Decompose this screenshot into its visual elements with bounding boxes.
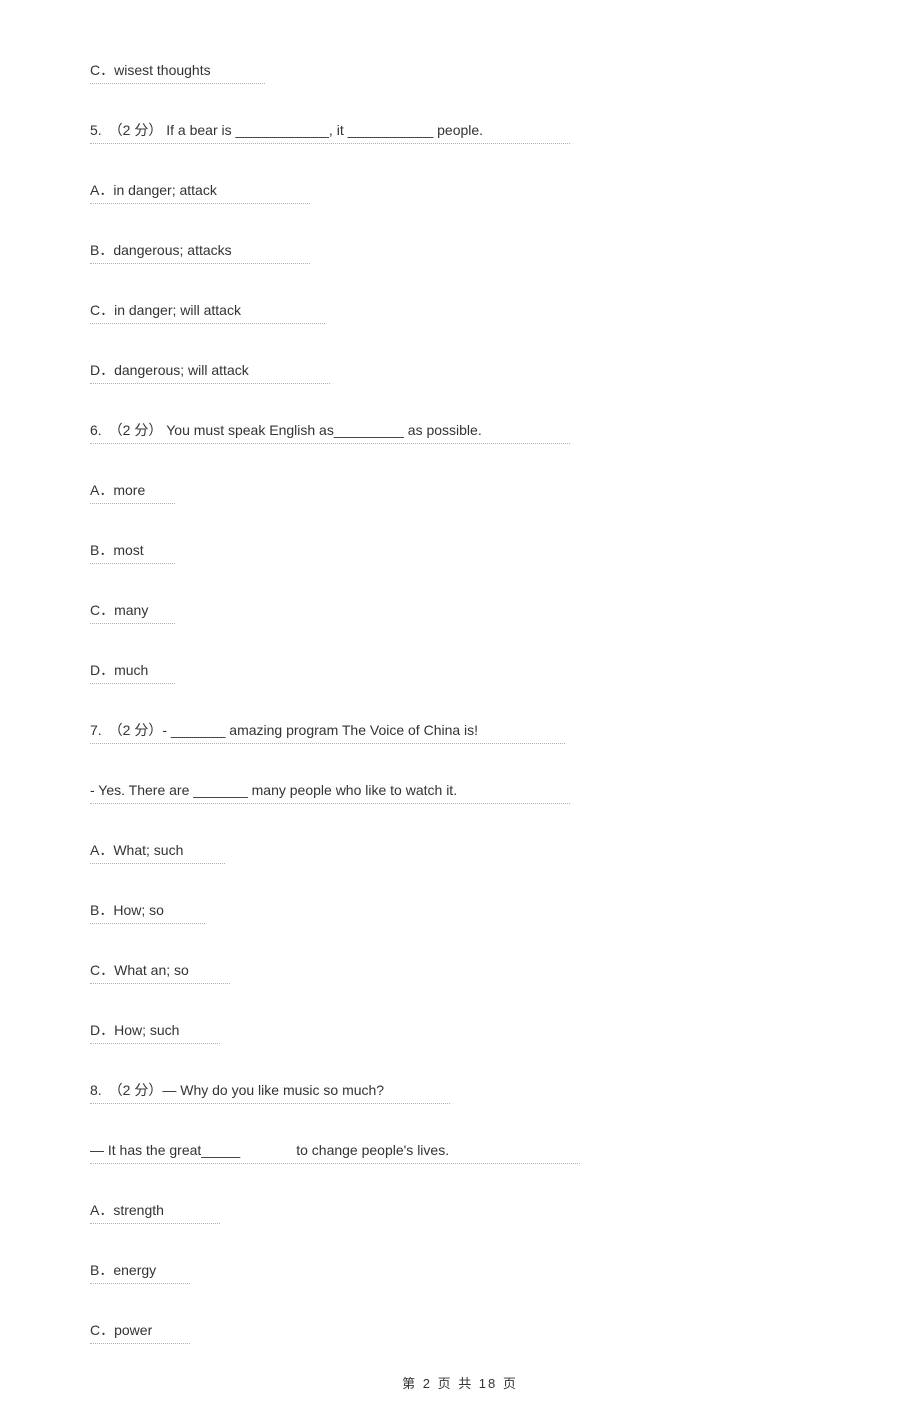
text-content: — It has the great_____ to change people… — [90, 1140, 580, 1164]
text-content: C．many — [90, 600, 175, 624]
text-line: 8. （2 分）— Why do you like music so much? — [90, 1080, 830, 1104]
text-line: C．What an; so — [90, 960, 830, 984]
text-content: 8. （2 分）— Why do you like music so much? — [90, 1080, 450, 1104]
text-line: D．much — [90, 660, 830, 684]
text-line: 5. （2 分） If a bear is ____________, it _… — [90, 120, 830, 144]
text-content: 6. （2 分） You must speak English as______… — [90, 420, 570, 444]
question-list: C．wisest thoughts 5. （2 分） If a bear is _… — [90, 60, 830, 1344]
text-content: C．power — [90, 1320, 190, 1344]
text-line: A．more — [90, 480, 830, 504]
text-content: C．in danger; will attack — [90, 300, 325, 324]
text-line: A．strength — [90, 1200, 830, 1224]
text-line: B．energy — [90, 1260, 830, 1284]
text-content: A．more — [90, 480, 175, 504]
text-line: 6. （2 分） You must speak English as______… — [90, 420, 830, 444]
text-line: A．in danger; attack — [90, 180, 830, 204]
text-line: - Yes. There are _______ many people who… — [90, 780, 830, 804]
text-line: D．dangerous; will attack — [90, 360, 830, 384]
text-content: A．strength — [90, 1200, 220, 1224]
text-line: C．many — [90, 600, 830, 624]
text-line: B．dangerous; attacks — [90, 240, 830, 264]
text-content: B．energy — [90, 1260, 190, 1284]
text-line: C．power — [90, 1320, 830, 1344]
text-content: C．wisest thoughts — [90, 60, 265, 84]
text-content: A．What; such — [90, 840, 225, 864]
text-line: B．How; so — [90, 900, 830, 924]
text-content: D．dangerous; will attack — [90, 360, 330, 384]
page-footer: 第 2 页 共 18 页 — [0, 1373, 920, 1392]
text-content: B．dangerous; attacks — [90, 240, 310, 264]
text-content: 5. （2 分） If a bear is ____________, it _… — [90, 120, 570, 144]
text-content: D．How; such — [90, 1020, 220, 1044]
text-line: C．wisest thoughts — [90, 60, 830, 84]
text-content: B．How; so — [90, 900, 205, 924]
text-content: D．much — [90, 660, 175, 684]
text-content: 7. （2 分）- _______ amazing program The Vo… — [90, 720, 565, 744]
text-line: — It has the great_____ to change people… — [90, 1140, 830, 1164]
text-content: A．in danger; attack — [90, 180, 310, 204]
text-content: B．most — [90, 540, 175, 564]
text-line: C．in danger; will attack — [90, 300, 830, 324]
text-content: - Yes. There are _______ many people who… — [90, 780, 570, 804]
text-line: D．How; such — [90, 1020, 830, 1044]
text-line: 7. （2 分）- _______ amazing program The Vo… — [90, 720, 830, 744]
text-content: C．What an; so — [90, 960, 230, 984]
text-line: A．What; such — [90, 840, 830, 864]
text-line: B．most — [90, 540, 830, 564]
